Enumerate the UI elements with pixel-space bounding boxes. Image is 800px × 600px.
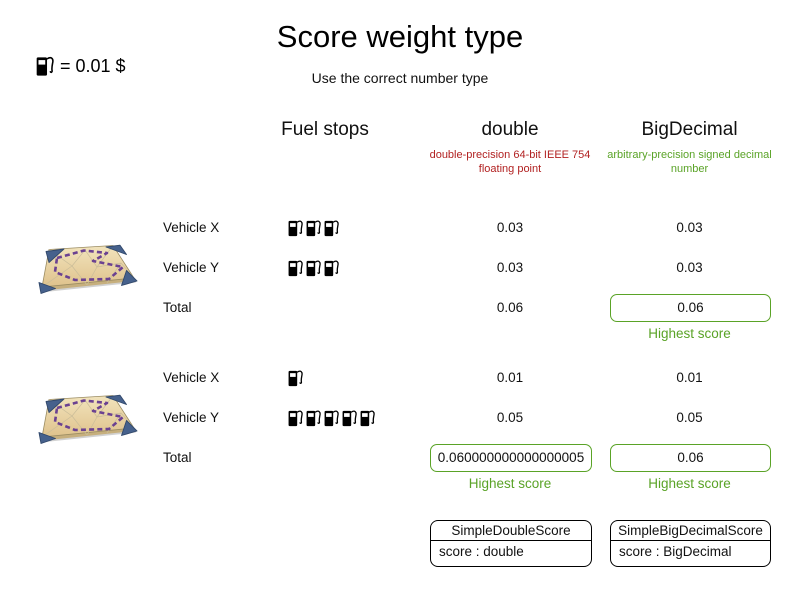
row-label-total: Total bbox=[163, 450, 192, 465]
highest-score-caption: Highest score bbox=[648, 476, 731, 491]
double-total-value: 0.06 bbox=[496, 300, 524, 315]
double-value: 0.03 bbox=[496, 260, 524, 275]
column-header-fuel-stops: Fuel stops bbox=[281, 119, 369, 140]
uml-class-simpledoublescore: SimpleDoubleScore score : double bbox=[430, 520, 592, 567]
bigdecimal-total-highlight-box: 0.06 bbox=[610, 294, 771, 322]
fuel-pump-icon bbox=[324, 259, 339, 277]
bigdecimal-value: 0.05 bbox=[676, 410, 703, 425]
double-value: 0.05 bbox=[496, 410, 524, 425]
column-header-double: double bbox=[481, 119, 539, 140]
fuel-pump-icon bbox=[306, 409, 321, 427]
uml-class-attribute: score : double bbox=[439, 544, 524, 559]
double-type-note: double-precision 64-bit IEEE 754 floatin… bbox=[429, 149, 591, 176]
fuel-pump-icon bbox=[36, 56, 54, 77]
fuel-stops-vehicle-y bbox=[288, 258, 339, 278]
double-total-highlight-box: 0.060000000000000005 bbox=[430, 444, 592, 472]
uml-class-attribute: score : BigDecimal bbox=[619, 544, 732, 559]
uml-class-name: SimpleBigDecimalScore bbox=[611, 521, 770, 541]
fuel-pump-icon bbox=[288, 409, 303, 427]
fuel-pump-icon bbox=[288, 219, 303, 237]
fuel-pump-icon bbox=[324, 409, 339, 427]
bigdecimal-value: 0.03 bbox=[676, 220, 703, 235]
legend-label: = 0.01 $ bbox=[60, 56, 126, 76]
route-map-image bbox=[37, 393, 138, 445]
row-label-vehicle-x: Vehicle X bbox=[163, 220, 220, 235]
row-label-vehicle-y: Vehicle Y bbox=[163, 260, 220, 275]
legend: = 0.01 $ bbox=[36, 55, 126, 78]
fuel-pump-icon bbox=[288, 369, 303, 387]
page-subtitle: Use the correct number type bbox=[311, 70, 489, 86]
route-map-image bbox=[37, 243, 138, 295]
fuel-pump-icon bbox=[324, 219, 339, 237]
double-value: 0.01 bbox=[496, 370, 524, 385]
uml-class-name: SimpleDoubleScore bbox=[431, 521, 591, 541]
bigdecimal-value: 0.01 bbox=[676, 370, 703, 385]
fuel-pump-icon bbox=[306, 259, 321, 277]
fuel-stops-vehicle-x bbox=[288, 218, 339, 238]
highest-score-caption: Highest score bbox=[648, 326, 731, 341]
bigdecimal-value: 0.03 bbox=[676, 260, 703, 275]
row-label-total: Total bbox=[163, 300, 192, 315]
uml-class-simplebigdecimalscore: SimpleBigDecimalScore score : BigDecimal bbox=[610, 520, 771, 567]
row-label-vehicle-x: Vehicle X bbox=[163, 370, 220, 385]
fuel-pump-icon bbox=[342, 409, 357, 427]
fuel-pump-icon bbox=[306, 219, 321, 237]
column-header-bigdecimal: BigDecimal bbox=[641, 119, 738, 140]
fuel-stops-vehicle-x bbox=[288, 368, 303, 388]
bigdecimal-total-highlight-box: 0.06 bbox=[610, 444, 771, 472]
page-title: Score weight type bbox=[276, 19, 524, 54]
double-value: 0.03 bbox=[496, 220, 524, 235]
fuel-pump-icon bbox=[360, 409, 375, 427]
highest-score-caption: Highest score bbox=[468, 476, 552, 491]
row-label-vehicle-y: Vehicle Y bbox=[163, 410, 220, 425]
fuel-stops-vehicle-y bbox=[288, 408, 375, 428]
fuel-pump-icon bbox=[288, 259, 303, 277]
bigdecimal-type-note: arbitrary-precision signed decimal numbe… bbox=[607, 149, 772, 176]
